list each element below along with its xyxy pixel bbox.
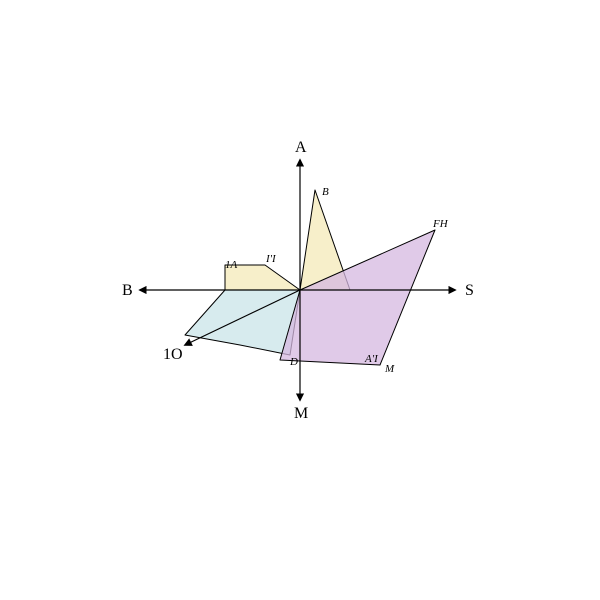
axis-label-diag: 1O (163, 346, 183, 363)
lbl-B-top: B (322, 186, 329, 198)
blue-shape (185, 290, 300, 355)
purple-shape (280, 230, 435, 365)
lbl-M2: M (384, 363, 395, 375)
lbl-FH: FH (432, 218, 449, 230)
lbl-D: D (289, 356, 298, 368)
lbl-A1: A'I (364, 353, 379, 365)
polygon-layer (185, 190, 435, 365)
axis-label-right: S (465, 282, 474, 299)
axis-label-left: B (122, 282, 133, 299)
lbl-1A: 1A (225, 259, 238, 271)
yellow-shape (225, 190, 350, 290)
diagram-canvas: A M B S 1O B I'I 1A D A'I M FH (0, 0, 600, 600)
lbl-I1: I'I (265, 253, 277, 265)
axes-layer: A M B S 1O (122, 139, 474, 422)
axis-label-up: A (295, 139, 307, 156)
axis-label-down: M (294, 405, 308, 422)
